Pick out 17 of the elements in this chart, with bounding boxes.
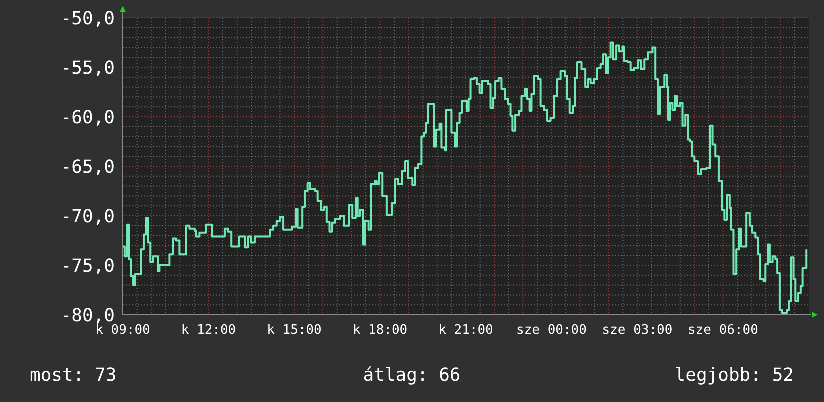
x-tick-label: sze 00:00 — [516, 323, 587, 338]
y-tick-label: -75,0 — [60, 256, 115, 277]
x-tick-label: k 18:00 — [352, 323, 408, 338]
y-tick-label: -70,0 — [60, 206, 115, 228]
x-tick-label: sze 06:00 — [688, 323, 758, 338]
x-tick-label: k 12:00 — [181, 323, 236, 338]
x-tick-label: k 15:00 — [267, 323, 322, 338]
x-tick-label: k 09:00 — [96, 323, 150, 338]
y-tick-label: -65,0 — [60, 156, 115, 178]
y-tick-label: -55,0 — [60, 58, 115, 79]
x-tick-label: sze 03:00 — [602, 323, 673, 338]
y-tick-label: -50,0 — [60, 8, 115, 30]
text: most: 73 — [30, 365, 117, 386]
x-tick-label: k 21:00 — [438, 323, 494, 338]
y-tick-label: -60,0 — [60, 107, 115, 128]
text: átlag: 66 — [363, 365, 461, 386]
text: legjobb: 52 — [674, 365, 794, 386]
